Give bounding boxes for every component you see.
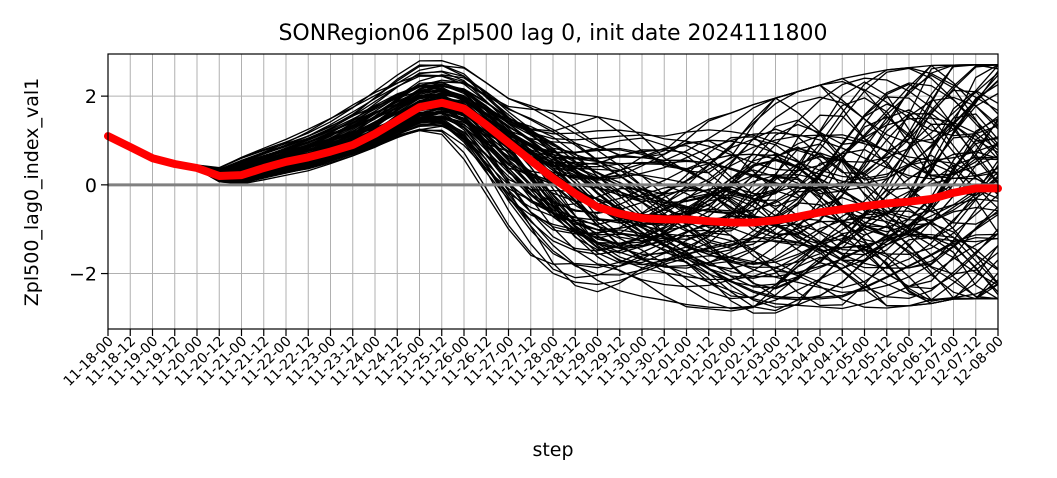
ensemble-member-line [107, 64, 998, 226]
ensemble-member-line [107, 79, 999, 195]
ensemble-member-line [107, 98, 999, 299]
ensemble-member-line [107, 70, 999, 171]
y-tick-label: −2 [69, 264, 97, 286]
chart-title: SONRegion06 Zpl500 lag 0, init date 2024… [278, 21, 827, 46]
x-axis-label: step [532, 439, 573, 461]
ensemble-mean-series [104, 98, 1002, 227]
ensemble-member-line [107, 64, 998, 169]
ensemble-member-line [107, 60, 999, 169]
y-tick-label: 0 [85, 175, 97, 197]
ensemble-member-line [107, 96, 999, 302]
ensemble-member-line [107, 129, 999, 312]
x-axis: 11-18-0011-18-1211-19-0011-19-1211-20-00… [61, 329, 1007, 390]
y-axis-label: Zpl500_lag0_index_val1 [21, 78, 43, 306]
ensemble-member-line [107, 109, 999, 245]
mean-line [104, 98, 1002, 227]
ensemble-member-line [107, 128, 999, 309]
ensemble-member-line [107, 120, 998, 300]
y-tick-label: 2 [85, 86, 97, 108]
y-axis: −2 0 2 [69, 86, 108, 286]
